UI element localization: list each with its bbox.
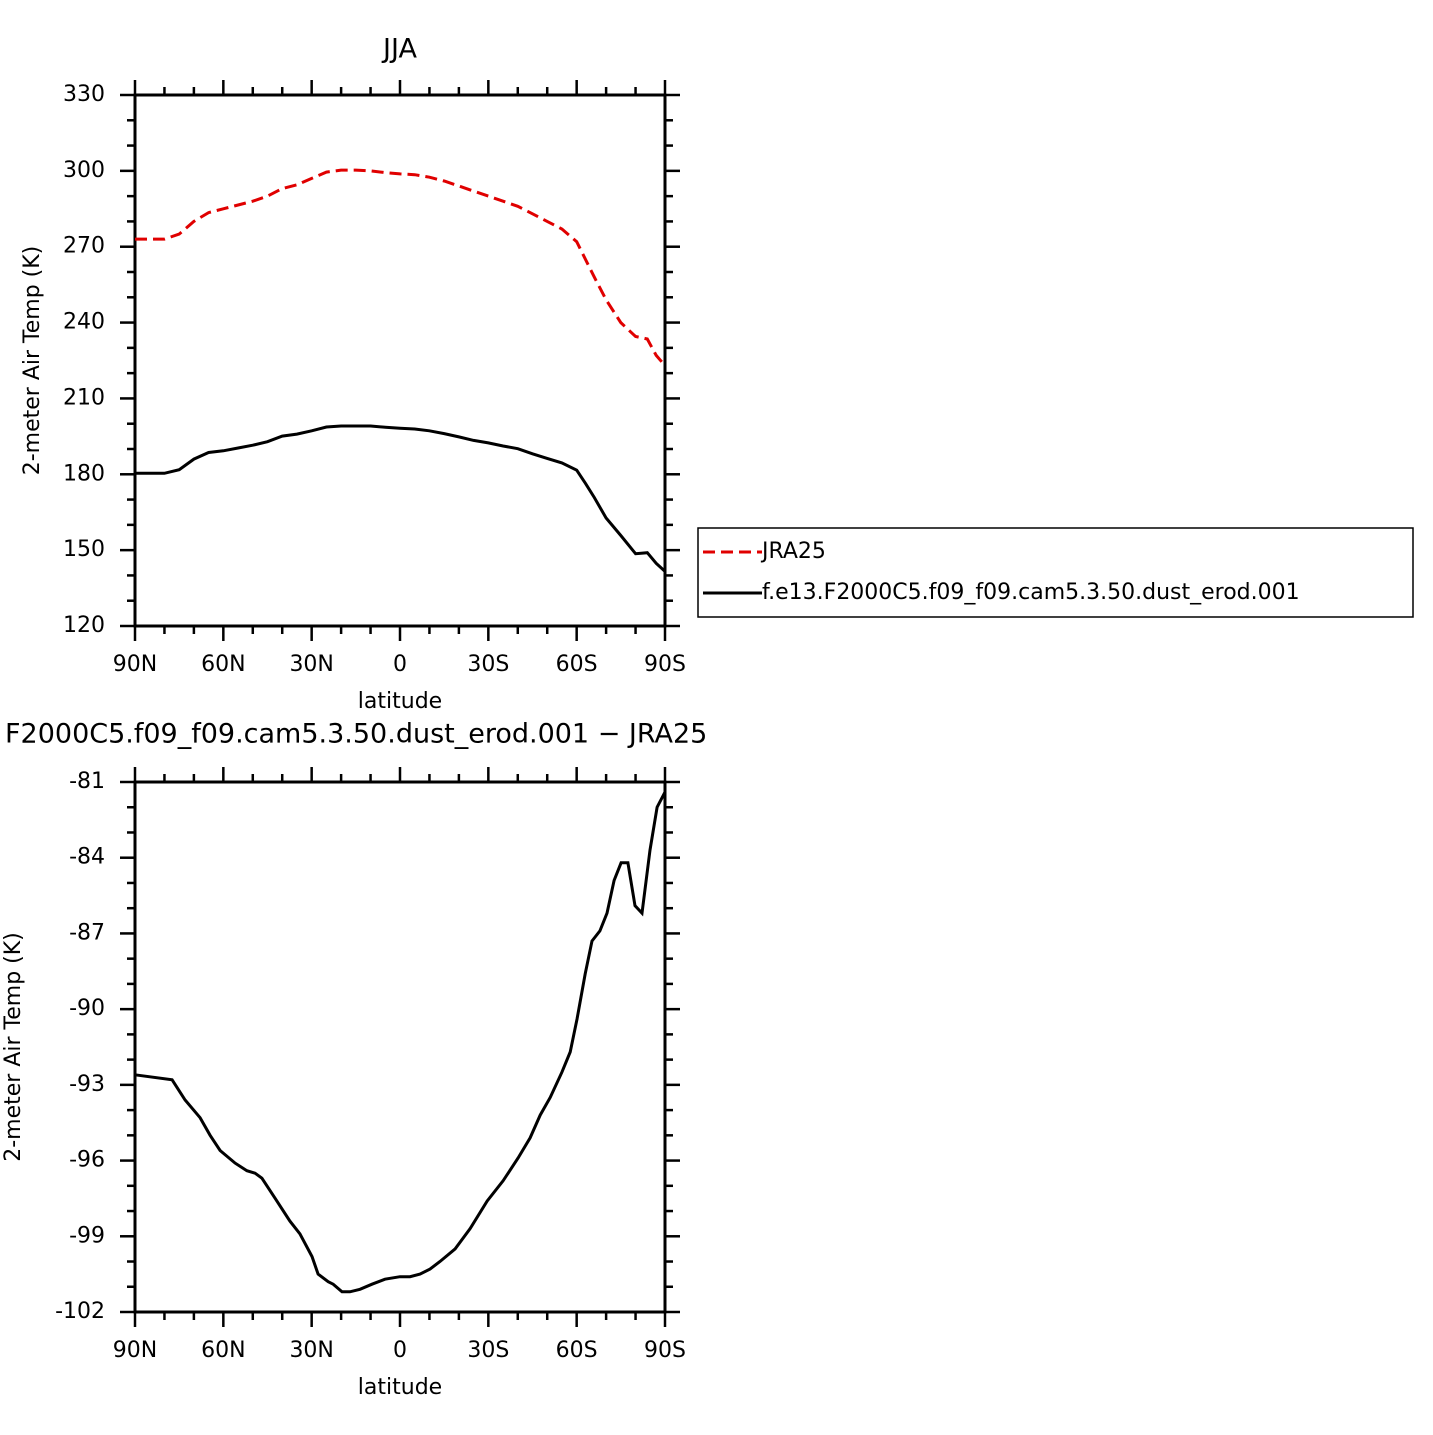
y-tick-label: 270 [63, 234, 105, 259]
x-tick-label: 30S [467, 652, 509, 677]
x-tick-label: 30N [289, 1338, 333, 1363]
y-tick-label: -87 [69, 920, 105, 945]
data-line [135, 424, 667, 573]
y-tick-label: 240 [63, 310, 105, 335]
x-tick-label: 90S [644, 1338, 686, 1363]
y-tick-label: 120 [63, 613, 105, 638]
x-tick-label: 90N [113, 652, 157, 677]
legend-label: JRA25 [760, 539, 826, 564]
y-tick-label: 180 [63, 461, 105, 486]
x-tick-label: 0 [393, 1338, 407, 1363]
y-tick-label: 150 [63, 537, 105, 562]
y-tick-label: -84 [69, 845, 105, 870]
y-axis-label: 2-meter Air Temp (K) [20, 246, 45, 476]
plot-frame [133, 93, 667, 628]
data-line [134, 791, 667, 1294]
y-tick-label: 210 [63, 385, 105, 410]
panel: JJA latitude 2-meter Air Temp (K) 120 150 180… [20, 34, 686, 715]
x-tick-label: 60N [201, 1338, 245, 1363]
x-tick-label: 30N [289, 652, 333, 677]
x-axis-label: latitude [358, 1375, 442, 1400]
x-tick-label: 60S [556, 1338, 598, 1363]
y-tick-label: 330 [63, 82, 105, 107]
x-tick-label: 30S [467, 1338, 509, 1363]
x-axis-label: latitude [358, 689, 442, 714]
y-tick-label: -93 [69, 1072, 105, 1097]
y-tick-label: -90 [69, 996, 105, 1021]
data-line [135, 168, 667, 367]
legend-label: f.e13.F2000C5.f09_f09.cam5.3.50.dust_ero… [762, 580, 1300, 605]
x-tick-label: 90S [644, 652, 686, 677]
y-tick-label: -102 [55, 1299, 105, 1324]
chart-title: JJA [381, 34, 417, 65]
y-tick-label: -81 [69, 769, 105, 794]
chart-title: F2000C5.f09_f09.cam5.3.50.dust_erod.001 … [5, 719, 707, 750]
legend: JRA25 f.e13.F2000C5.f09_f09.cam5.3.50.dus… [697, 527, 1414, 618]
plot-frame [133, 780, 667, 1314]
x-tick-label: 0 [393, 652, 407, 677]
y-tick-label: -99 [69, 1223, 105, 1248]
y-axis-label: 2-meter Air Temp (K) [1, 932, 26, 1162]
y-tick-label: -96 [69, 1148, 105, 1173]
legend-box [697, 527, 1414, 618]
y-tick-label: 300 [63, 158, 105, 183]
x-tick-label: 90N [113, 1338, 157, 1363]
panel: F2000C5.f09_f09.cam5.3.50.dust_erod.001 … [1, 719, 707, 1401]
x-tick-label: 60S [556, 652, 598, 677]
x-tick-label: 60N [201, 652, 245, 677]
